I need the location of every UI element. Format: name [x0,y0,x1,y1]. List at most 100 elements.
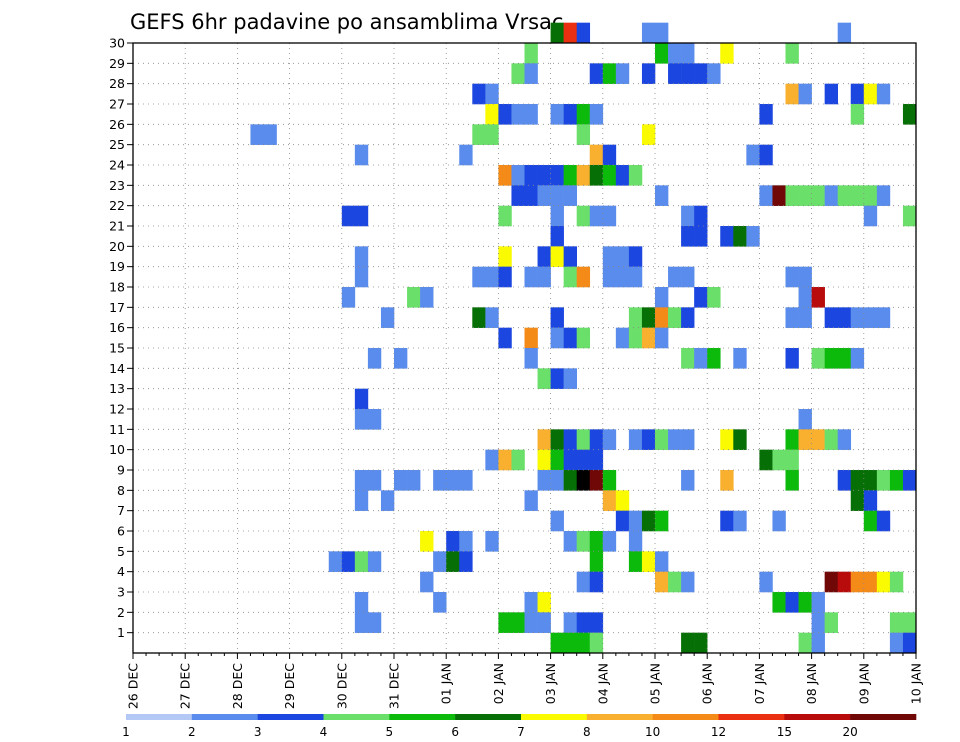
heatmap-cell [511,104,525,125]
heatmap-cell [824,307,838,328]
x-tick-label: 30 DEC [334,663,349,709]
x-tick-label: 04 JAN [595,663,610,704]
heatmap-cell [628,327,643,349]
heatmap-cell [785,348,799,369]
heatmap-cell [576,327,591,349]
heatmap-cell [798,632,812,654]
colorbar-segment [784,714,851,720]
gridlines [133,42,916,653]
heatmap-cell [472,124,486,145]
heatmap-cell [354,266,369,288]
heatmap-cell [602,246,617,267]
heatmap-cell [628,307,643,328]
heatmap-cell [354,612,369,633]
heatmap-cell [655,327,669,349]
heatmap-cell [498,205,512,227]
heatmap-cell [563,246,577,267]
heatmap-cell [341,205,356,227]
heatmap-cell [720,226,734,247]
heatmap-cell [811,287,825,308]
heatmap-cell [485,266,499,288]
heatmap-cell [707,348,721,369]
heatmap-cell [537,266,551,288]
heatmap-cell [380,307,395,328]
heatmap-cell [889,612,904,633]
y-tick-label: 16 [109,320,125,335]
y-tick-label: 4 [117,564,125,579]
heatmap-cell [341,287,356,308]
heatmap-cell [511,612,525,633]
colorbar-segment [455,714,522,720]
heatmap-cell [863,490,878,511]
heatmap-cell [837,470,852,491]
heatmap-cell [876,470,891,491]
heatmap-cell [615,246,630,267]
heatmap-cell [472,83,486,105]
y-tick-label: 29 [109,56,125,71]
colorbar-label: 5 [386,725,394,739]
heatmap-cell [889,571,904,593]
heatmap-cell [615,327,630,349]
heatmap-cell [498,327,512,349]
heatmap-cell [615,490,630,511]
y-tick-label: 10 [109,442,125,457]
heatmap-cell [524,490,538,511]
heatmap-cell [367,612,382,633]
heatmap-cell [498,612,512,633]
heatmap-cell [850,104,865,125]
heatmap-cell [537,592,551,613]
heatmap-cell [563,632,577,654]
y-tick-label: 19 [109,259,125,274]
heatmap-cell [655,571,669,593]
heatmap-cell [537,429,551,450]
heatmap-cell [589,144,604,166]
heatmap-cell [641,307,656,328]
heatmap-cell [655,185,669,206]
heatmap-cell [824,429,838,450]
x-tick-label: 28 DEC [230,663,245,709]
heatmap-cell [498,104,512,125]
y-tick-label: 2 [117,605,125,620]
heatmap-cell [902,632,917,654]
heatmap-cell [655,287,669,308]
heatmap-cell [668,307,682,328]
heatmap-cell [563,266,577,288]
heatmap-cell [876,83,891,105]
colorbar-segment [323,714,390,720]
heatmap-cell [798,409,812,430]
heatmap-cell [563,470,577,491]
heatmap-cell [459,531,473,552]
heatmap-cell [811,429,825,450]
colorbar-label: 6 [451,725,459,739]
x-tick-label: 02 JAN [491,663,506,704]
heatmap-cell [563,449,577,471]
x-tick-label: 06 JAN [700,663,715,704]
y-tick-label: 17 [109,300,125,315]
x-tick-label: 27 DEC [178,663,193,709]
colorbar-segment [191,714,258,720]
heatmap-cell [681,226,695,247]
colorbar-segment [652,714,719,720]
heatmap-cell [785,43,799,64]
colorbar-label: 10 [645,725,660,739]
colorbar-label: 4 [320,725,328,739]
x-tick-label: 07 JAN [752,663,767,704]
heatmap-cell [876,185,891,206]
heatmap-cell [811,348,825,369]
x-axis: 26 DEC 27 DEC 28 DEC 29 DEC 30 DEC 31 DEC 01 J… [126,653,924,709]
y-tick-label: 11 [109,422,125,437]
heatmap-cell [602,531,617,552]
heatmap-cell [354,490,369,511]
heatmap-cell [785,592,799,613]
heatmap-cell [380,490,395,511]
heatmap-cell [511,449,525,471]
heatmap-cell [537,165,551,186]
heatmap-cell [550,185,564,206]
heatmap-cell [367,470,382,491]
heatmap-cell [850,83,865,105]
heatmap-cell [485,449,499,471]
heatmap-cell [824,348,838,369]
heatmap-cell [628,531,643,552]
heatmap-cell [589,165,604,186]
y-tick-label: 7 [117,503,125,518]
